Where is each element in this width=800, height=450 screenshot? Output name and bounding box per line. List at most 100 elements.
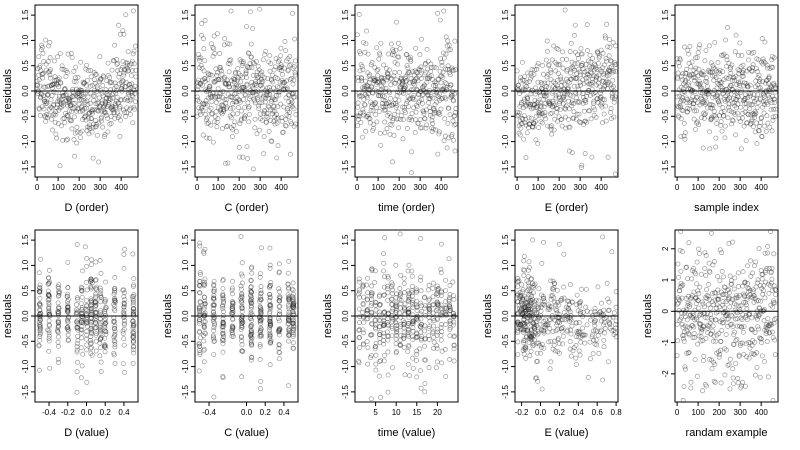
data-point [94,132,100,138]
data-point [92,117,98,123]
data-point [220,106,226,112]
data-point [435,76,441,82]
data-point [63,98,69,104]
data-point [581,108,587,114]
data-point [110,104,116,110]
data-point [530,237,536,243]
data-point [358,51,363,57]
data-point [416,99,422,105]
data-point [293,111,299,117]
data-point [235,105,241,110]
data-point [754,105,760,110]
data-point [38,94,43,100]
data-point [248,87,254,93]
data-point [272,121,278,127]
data-point [532,102,538,108]
data-point [88,68,94,73]
data-point [262,99,268,105]
data-point [398,272,404,278]
data-point [203,87,209,93]
x-tick-label: 100 [691,408,705,417]
data-point [694,373,700,379]
data-point [449,133,454,139]
data-point [103,87,109,93]
data-point [385,349,391,355]
data-point [538,93,543,99]
data-point [268,118,274,123]
data-point [44,99,50,105]
data-point [446,135,451,141]
data-point [451,358,457,364]
data-point [448,94,454,100]
data-point [756,246,762,252]
data-point [75,333,81,339]
data-point [675,338,681,344]
data-point [420,108,426,114]
data-point [52,74,58,80]
data-point [424,46,430,52]
data-point [538,119,544,125]
data-point [447,357,453,362]
data-point [259,245,264,251]
data-point [53,77,59,83]
x-tick-label: 0.8 [611,408,623,417]
data-point [607,37,613,43]
data-point [113,98,119,104]
data-point [435,111,441,117]
data-point [69,55,75,60]
data-point [114,61,120,67]
data-point [443,96,449,102]
data-point [64,92,70,98]
data-point [125,97,131,103]
data-point [530,124,536,130]
data-point [401,85,407,91]
y-axis-label: residuals [642,293,654,338]
data-point [240,74,246,80]
x-tick-label: 400 [275,183,289,192]
data-point [115,100,121,106]
data-point [79,335,85,341]
data-point [125,60,130,66]
data-point [396,54,402,60]
data-point [210,44,216,50]
data-point [448,82,454,88]
data-point [65,103,71,109]
data-point [203,101,209,107]
data-point [243,70,249,76]
x-tick-label: 100 [211,183,225,192]
data-point [252,116,258,122]
data-point [408,58,414,64]
data-point [212,94,218,100]
data-point [89,107,95,113]
data-point [37,64,43,70]
data-point [392,97,398,103]
data-point [61,93,67,99]
data-point [261,111,267,117]
data-point [539,386,545,392]
data-point [195,83,201,89]
data-point [201,68,207,74]
data-point [271,67,277,73]
data-point [382,107,388,113]
data-point [238,79,243,85]
data-point [759,276,765,282]
data-point [681,338,687,344]
data-point [128,84,134,90]
data-point [398,301,404,307]
data-point [354,32,360,38]
data-point [378,93,383,99]
data-point [237,154,243,160]
data-point [96,159,102,165]
data-point [413,69,419,75]
data-point [199,104,205,110]
data-point [714,121,720,126]
data-point [232,85,238,91]
data-point [362,92,368,98]
data-point [743,138,749,144]
data-point [122,97,128,103]
data-point [376,108,382,114]
data-point [696,246,702,252]
data-point [764,113,770,119]
data-point [213,95,219,100]
data-point [438,96,444,102]
